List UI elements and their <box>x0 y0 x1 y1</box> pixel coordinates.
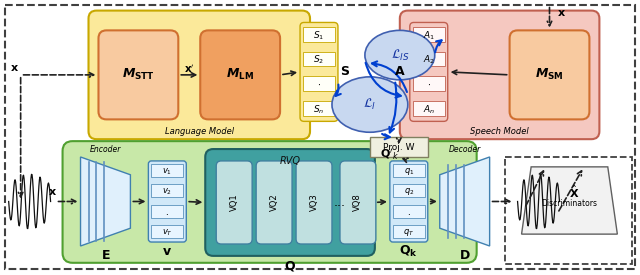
Text: $\mathbf{Q_k}$: $\mathbf{Q_k}$ <box>399 244 418 260</box>
Polygon shape <box>81 157 131 246</box>
Text: Decoder: Decoder <box>449 145 481 153</box>
Text: $\cdot$: $\cdot$ <box>407 208 411 217</box>
Ellipse shape <box>332 77 408 132</box>
Text: $q_1$: $q_1$ <box>404 166 414 177</box>
FancyBboxPatch shape <box>340 161 376 244</box>
Text: VQ2: VQ2 <box>269 194 278 211</box>
Bar <box>393 185 425 197</box>
FancyBboxPatch shape <box>216 161 252 244</box>
Text: VQ8: VQ8 <box>353 194 362 211</box>
FancyBboxPatch shape <box>296 161 332 244</box>
Text: $A_2$: $A_2$ <box>423 54 435 66</box>
FancyBboxPatch shape <box>400 10 600 139</box>
Text: $\cdot$: $\cdot$ <box>427 80 431 89</box>
FancyBboxPatch shape <box>148 161 186 242</box>
Text: $q_T$: $q_T$ <box>403 227 415 238</box>
Text: $\boldsymbol{M}_{\mathbf{SM}}$: $\boldsymbol{M}_{\mathbf{SM}}$ <box>535 67 564 82</box>
FancyBboxPatch shape <box>390 161 428 242</box>
Bar <box>393 164 425 177</box>
Bar <box>303 101 335 116</box>
Text: $S_n$: $S_n$ <box>314 103 324 116</box>
Text: $\mathcal{L}_{lS}$: $\mathcal{L}_{lS}$ <box>390 48 409 63</box>
Bar <box>504 157 632 264</box>
Text: $q_2$: $q_2$ <box>404 186 414 197</box>
Text: $S_1$: $S_1$ <box>314 29 324 42</box>
Text: $\mathbf{D}$: $\mathbf{D}$ <box>459 249 470 262</box>
FancyBboxPatch shape <box>205 149 375 256</box>
Text: VQ3: VQ3 <box>310 194 319 211</box>
Text: $\mathbf{E}$: $\mathbf{E}$ <box>100 249 110 262</box>
Text: Proj. W: Proj. W <box>383 142 415 152</box>
Text: Speech Model: Speech Model <box>470 127 529 136</box>
Bar <box>413 52 445 67</box>
Bar <box>303 76 335 91</box>
FancyBboxPatch shape <box>410 23 448 121</box>
Text: $\mathbf{S}$: $\mathbf{S}$ <box>340 65 350 78</box>
Text: $\hat{\mathbf{X}}$: $\hat{\mathbf{X}}$ <box>569 183 580 200</box>
Text: Language Model: Language Model <box>164 127 234 136</box>
Text: $\mathbf{x'}$: $\mathbf{x'}$ <box>184 63 195 75</box>
Text: $\mathbf{A}$: $\mathbf{A}$ <box>394 65 406 78</box>
Text: $\boldsymbol{M}_{\mathbf{STT}}$: $\boldsymbol{M}_{\mathbf{STT}}$ <box>122 67 155 82</box>
Text: $v_1$: $v_1$ <box>163 166 172 177</box>
Text: $\mathbf{x}$: $\mathbf{x}$ <box>10 63 19 73</box>
Text: $v_T$: $v_T$ <box>162 227 173 238</box>
Bar <box>152 205 183 218</box>
Text: $A_n$: $A_n$ <box>422 103 435 116</box>
Text: $v_2$: $v_2$ <box>163 186 172 197</box>
Text: $\mathbf{x}$: $\mathbf{x}$ <box>48 187 57 197</box>
Text: ...: ... <box>334 196 346 209</box>
Text: $\mathbf{x}$: $\mathbf{x}$ <box>557 8 566 18</box>
Bar <box>303 52 335 67</box>
FancyBboxPatch shape <box>200 30 280 119</box>
FancyBboxPatch shape <box>256 161 292 244</box>
Ellipse shape <box>365 30 435 80</box>
Polygon shape <box>440 157 490 246</box>
FancyBboxPatch shape <box>509 30 589 119</box>
Bar <box>393 205 425 218</box>
Text: $S_2$: $S_2$ <box>314 54 324 66</box>
Bar <box>303 27 335 42</box>
Text: $\mathbf{Q}$: $\mathbf{Q}$ <box>284 259 296 273</box>
Polygon shape <box>522 167 618 234</box>
Text: $\mathbf{v}$: $\mathbf{v}$ <box>163 245 172 258</box>
Text: Discriminators: Discriminators <box>541 199 598 208</box>
Bar <box>413 76 445 91</box>
FancyBboxPatch shape <box>300 23 338 121</box>
Bar <box>152 164 183 177</box>
Text: $\cdot$: $\cdot$ <box>166 208 169 217</box>
Text: $\cdot$: $\cdot$ <box>317 80 321 89</box>
Text: $\boldsymbol{M}_{\mathbf{LM}}$: $\boldsymbol{M}_{\mathbf{LM}}$ <box>226 67 254 82</box>
Text: $\mathcal{L}_{l}$: $\mathcal{L}_{l}$ <box>364 97 376 112</box>
Text: Encoder: Encoder <box>90 145 121 153</box>
Text: $A_1$: $A_1$ <box>422 29 435 42</box>
Text: $\mathbf{Q'}_k$: $\mathbf{Q'}_k$ <box>380 147 399 162</box>
FancyBboxPatch shape <box>63 141 477 263</box>
FancyBboxPatch shape <box>88 10 310 139</box>
Bar <box>152 185 183 197</box>
Bar <box>413 27 445 42</box>
Bar <box>152 225 183 238</box>
Bar <box>413 101 445 116</box>
Text: RVQ: RVQ <box>280 156 301 166</box>
Bar <box>393 225 425 238</box>
Bar <box>370 137 428 157</box>
FancyBboxPatch shape <box>99 30 179 119</box>
Text: VQ1: VQ1 <box>230 194 239 211</box>
